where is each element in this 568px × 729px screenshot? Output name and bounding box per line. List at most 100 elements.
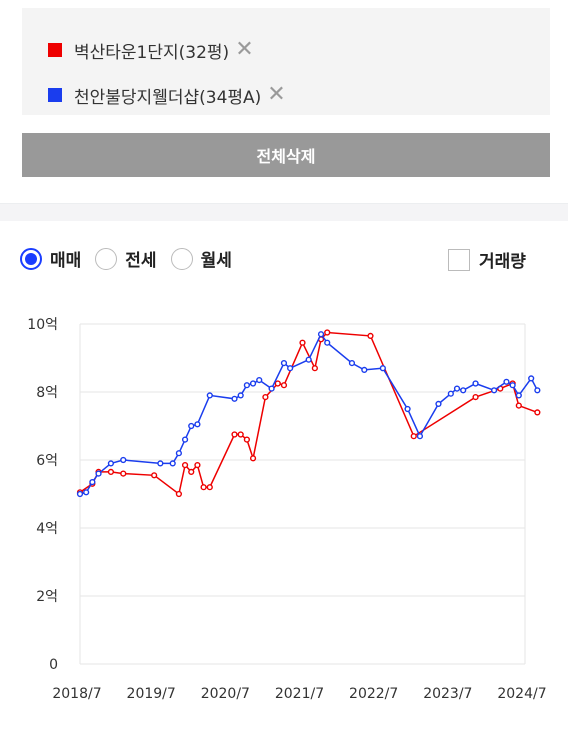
series-group-2: [76, 331, 541, 498]
data-point: [237, 431, 244, 438]
color-swatch: [48, 43, 62, 57]
volume-label: 거래량: [479, 252, 526, 272]
data-point: [188, 468, 195, 476]
data-point: [367, 332, 374, 340]
y-tick-label: 10억: [27, 317, 58, 333]
data-point: [95, 470, 102, 477]
data-point: [243, 436, 250, 443]
data-point: [453, 385, 461, 392]
close-icon[interactable]: ✕: [235, 37, 254, 62]
data-point: [305, 356, 312, 363]
data-point: [206, 392, 213, 399]
compare-item-label: 벽산타운1단지(32평): [74, 42, 230, 63]
data-point: [503, 378, 510, 385]
data-point: [262, 393, 269, 401]
data-point: [243, 382, 250, 389]
data-point: [107, 468, 115, 476]
data-point: [324, 339, 331, 346]
data-point: [299, 339, 306, 346]
data-point: [175, 450, 182, 457]
data-point: [280, 359, 288, 367]
radio-sale[interactable]: 매매: [20, 246, 81, 271]
data-point: [157, 460, 164, 467]
data-point: [76, 490, 84, 498]
price-chart: 0 2억 4억 6억 8억 10억 2018/7 2019/7 2020/7 2021/7 2022…: [27, 317, 546, 702]
section-divider: [0, 203, 568, 221]
data-point: [311, 365, 318, 372]
y-tick-label: 0: [49, 657, 58, 673]
data-point: [447, 390, 454, 397]
data-point: [515, 402, 522, 409]
data-point: [410, 433, 417, 440]
data-point: [83, 489, 90, 496]
radio-unselected-icon[interactable]: [95, 247, 118, 270]
data-point: [534, 409, 541, 416]
data-point: [151, 472, 158, 479]
data-point: [231, 431, 238, 438]
radio-label: 매매: [50, 251, 82, 271]
y-tick-label: 6억: [36, 453, 58, 469]
radio-unselected-icon[interactable]: [170, 247, 193, 270]
data-point: [181, 462, 189, 469]
data-point: [515, 392, 522, 399]
radio-label: 전세: [125, 251, 157, 271]
data-point: [361, 366, 368, 374]
radio-monthly-rent[interactable]: 월세: [170, 246, 232, 271]
x-tick-label: 2024/7: [497, 686, 546, 702]
data-point: [435, 400, 442, 408]
data-point: [169, 460, 176, 467]
data-point: [194, 421, 201, 428]
data-point: [120, 456, 127, 464]
data-point: [348, 359, 356, 367]
data-point: [317, 331, 325, 338]
data-point: [231, 395, 238, 402]
data-point: [509, 382, 516, 389]
delete-all-button[interactable]: 전체삭제: [22, 133, 550, 177]
data-point: [188, 422, 195, 430]
data-point: [324, 329, 331, 336]
radio-jeonse[interactable]: 전세: [95, 246, 157, 271]
y-tick-label: 2억: [36, 589, 58, 605]
data-point: [107, 460, 115, 467]
radio-label: 월세: [200, 251, 232, 271]
series-line: [79, 332, 539, 495]
data-point: [194, 462, 201, 469]
data-point: [181, 436, 189, 443]
series-group-1: [76, 329, 541, 498]
data-point: [404, 405, 411, 413]
data-point: [268, 385, 275, 392]
data-point: [237, 392, 244, 399]
compare-panel: 벽산타운1단지(32평) ✕ 천안불당지웰더샵(34평A) ✕: [22, 8, 550, 115]
data-point: [89, 479, 96, 486]
y-tick-label: 4억: [36, 521, 58, 537]
data-point: [249, 455, 257, 462]
data-point: [274, 380, 281, 387]
data-point: [379, 365, 386, 372]
data-point: [472, 393, 479, 401]
data-point: [249, 380, 257, 387]
data-point: [534, 387, 541, 394]
x-tick-label: 2020/7: [201, 686, 250, 702]
y-tick-label: 8억: [36, 385, 58, 401]
data-point: [206, 484, 213, 491]
data-point: [287, 365, 294, 372]
compare-item-2: 천안불당지웰더샵(34평A) ✕: [48, 80, 286, 110]
x-tick-label: 2023/7: [423, 686, 472, 702]
x-tick-label: 2019/7: [127, 686, 176, 702]
compare-item-label: 천안불당지웰더샵(34평A): [74, 87, 262, 108]
data-point: [200, 484, 207, 491]
compare-item-1: 벽산타운1단지(32평) ✕: [48, 35, 254, 65]
volume-toggle[interactable]: 거래량: [448, 247, 526, 272]
close-icon[interactable]: ✕: [267, 82, 286, 107]
x-tick-label: 2022/7: [349, 686, 398, 702]
volume-checkbox[interactable]: [448, 248, 470, 271]
data-point: [120, 470, 127, 477]
x-tick-label: 2021/7: [275, 686, 324, 702]
trade-type-radio-group: 매매 전세 월세: [20, 246, 246, 271]
radio-selected-icon[interactable]: [20, 247, 42, 270]
data-point: [460, 387, 467, 394]
data-point: [256, 376, 263, 384]
data-point: [416, 433, 424, 440]
data-point: [280, 382, 288, 389]
data-point: [175, 490, 182, 498]
